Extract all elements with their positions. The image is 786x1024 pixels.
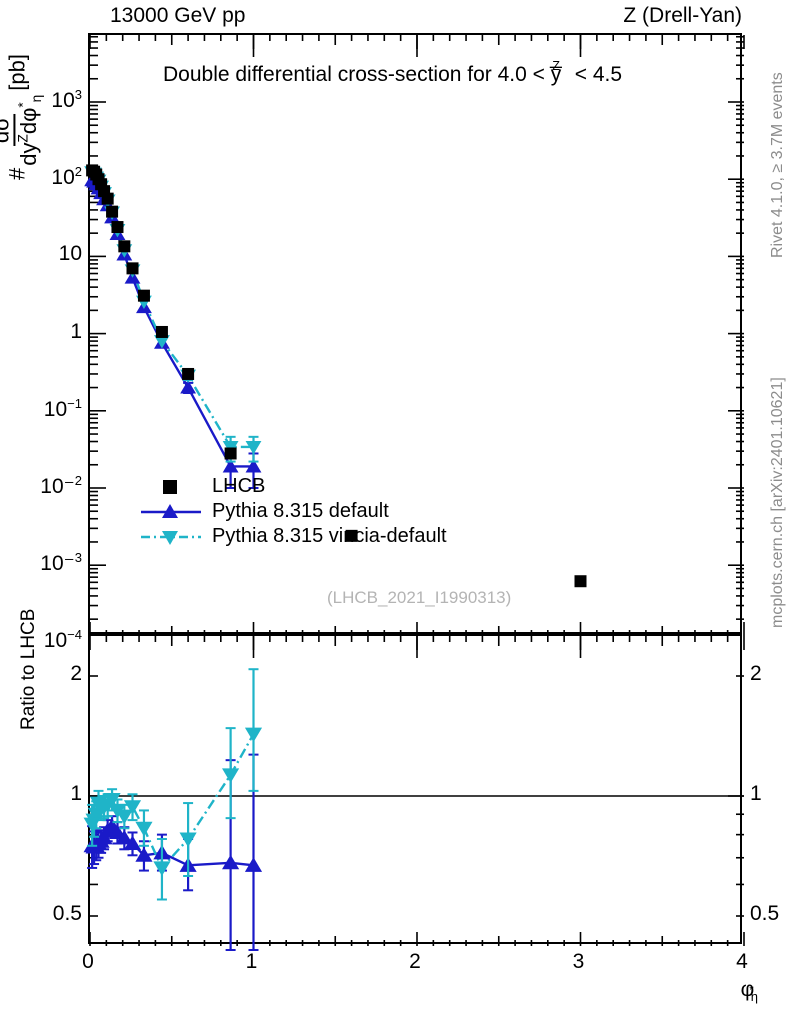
main-ytick-3: 1 — [70, 319, 82, 343]
ratio-ytick-right-0: 2 — [750, 662, 762, 685]
legend-symbol-line-triangle-down — [141, 531, 201, 545]
legend-label-pythia-default: Pythia 8.315 default — [212, 500, 389, 522]
legend-symbol-square — [163, 480, 177, 494]
mcplots-source-caption: mcplots.cern.ch [arXiv:2401.10621] — [769, 377, 786, 628]
main-ytick-6: 10⁻3 — [40, 550, 82, 576]
legend-symbol-line-triangle-up — [141, 504, 201, 518]
xtick-4: 4 — [736, 950, 748, 973]
xtick-2: 2 — [409, 950, 421, 973]
plot-title: Double differential cross-section for 4.… — [163, 59, 623, 86]
ratio-ytick-left-2: 0.5 — [52, 902, 82, 925]
xtick-3: 3 — [572, 950, 585, 973]
legend-label-lhcb: LHCB — [212, 475, 266, 497]
beam-energy-label: 13000 GeV pp — [110, 4, 246, 27]
ratio-plot-panel — [83, 634, 745, 951]
yaxis-numerator: dσ — [0, 114, 16, 147]
main-ytick-0: 103 — [51, 87, 82, 112]
ratio-ytick-left-0: 2 — [70, 662, 82, 685]
xtick-1: 1 — [245, 950, 258, 973]
main-ytick-4: 10−1 — [43, 395, 82, 421]
ratio-ytick-right-2: 0.5 — [750, 902, 780, 925]
main-ytick-7: 10−4 — [43, 627, 82, 653]
main-plot-panel — [84, 33, 745, 636]
legend-label-pythia-vincia: Pythia 8.315 vincia-default — [212, 525, 447, 547]
main-ytick-2: 10 — [58, 242, 82, 266]
main-ytick-5: 10⁻2 — [40, 473, 82, 498]
main-ytick-1: 102 — [51, 164, 82, 190]
ratio-ytick-left-1: 1 — [70, 782, 82, 805]
main-plot-graphics — [84, 35, 745, 636]
process-label: Z (Drell-Yan) — [623, 4, 742, 27]
ratio-ytick-right-1: 1 — [750, 782, 762, 805]
rivet-version-caption: Rivet 4.1.0, ≥ 3.7M events — [769, 72, 786, 258]
ratio-plot-graphics — [83, 636, 745, 951]
xaxis-title: φ*η — [740, 978, 758, 1005]
analysis-id-watermark: (LHCB_2021_I1990313) — [327, 588, 512, 607]
xtick-0: 0 — [82, 950, 94, 973]
yaxis-unit: [pb] — [4, 54, 29, 91]
